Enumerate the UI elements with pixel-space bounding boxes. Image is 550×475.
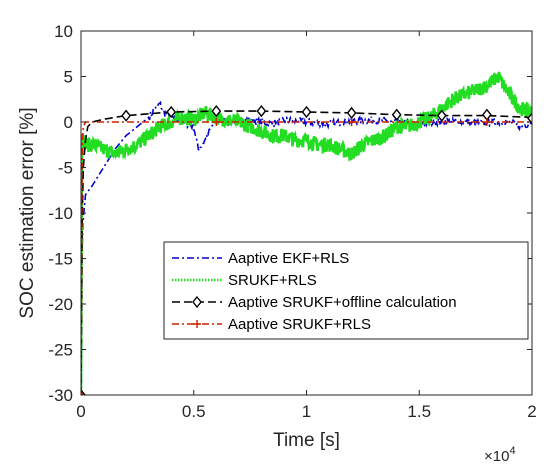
x-axis-title: Time [s] xyxy=(273,430,340,451)
legend-label: SRUKF+RLS xyxy=(228,272,317,289)
diamond-marker xyxy=(436,109,447,122)
ticks-layer: 0 0.5 1 1.5 2 -30 -25 -20 -15 -10 -5 0 5 10 xyxy=(48,22,536,421)
x-tick-label: 0.5 xyxy=(182,402,206,421)
series-line-srukf-rls-adaptive xyxy=(81,121,532,395)
x-multiplier-label: ×104 xyxy=(484,445,516,465)
series-layer xyxy=(81,70,532,395)
y-tick-label: 5 xyxy=(64,68,73,87)
diamond-marker xyxy=(391,108,402,121)
y-tick-label: 10 xyxy=(54,22,73,41)
y-tick-label: -30 xyxy=(48,386,73,405)
diamond-marker xyxy=(121,109,131,122)
y-axis-title: SOC estimation error [%] xyxy=(17,107,38,318)
plot-area xyxy=(81,31,532,395)
diamond-marker xyxy=(166,105,177,119)
x-tick-label: 1.5 xyxy=(407,402,431,421)
plus-marker xyxy=(482,118,491,126)
plus-marker xyxy=(212,118,221,126)
plus-marker xyxy=(347,118,356,126)
y-tick-label: -20 xyxy=(48,295,73,314)
diamond-marker xyxy=(256,104,267,118)
legend-box xyxy=(163,241,529,340)
legend-plus-marker xyxy=(193,320,201,328)
legend-label: Aaptive SRUKF+RLS xyxy=(228,316,371,333)
series-line-srukf-rls xyxy=(81,70,532,395)
diamond-marker xyxy=(211,104,222,118)
legend-label: Aaptive EKF+RLS xyxy=(228,250,349,267)
y-tick-label: -5 xyxy=(58,159,73,178)
diamond-marker xyxy=(527,112,532,125)
x-multiplier-base: ×10 xyxy=(484,448,509,465)
series-line-ekf-rls xyxy=(81,100,532,395)
diamond-marker xyxy=(346,106,357,120)
x-tick-label: 2 xyxy=(527,402,536,421)
legend-label: Aaptive SRUKF+offline calculation xyxy=(228,294,457,311)
legend: Aaptive EKF+RLS SRUKF+RLS Aaptive SRUKF+of… xyxy=(163,241,529,340)
y-tick-label: 0 xyxy=(64,113,73,132)
x-tick-label: 0 xyxy=(76,402,85,421)
diamond-marker xyxy=(301,105,312,119)
start-marker xyxy=(81,389,86,395)
legend-diamond-marker xyxy=(192,295,202,309)
y-tick-label: -25 xyxy=(48,341,73,360)
y-tick-label: -10 xyxy=(48,204,73,223)
y-tick-label: -15 xyxy=(48,250,73,269)
x-multiplier-exponent: 4 xyxy=(509,445,515,457)
x-tick-label: 1 xyxy=(302,402,311,421)
